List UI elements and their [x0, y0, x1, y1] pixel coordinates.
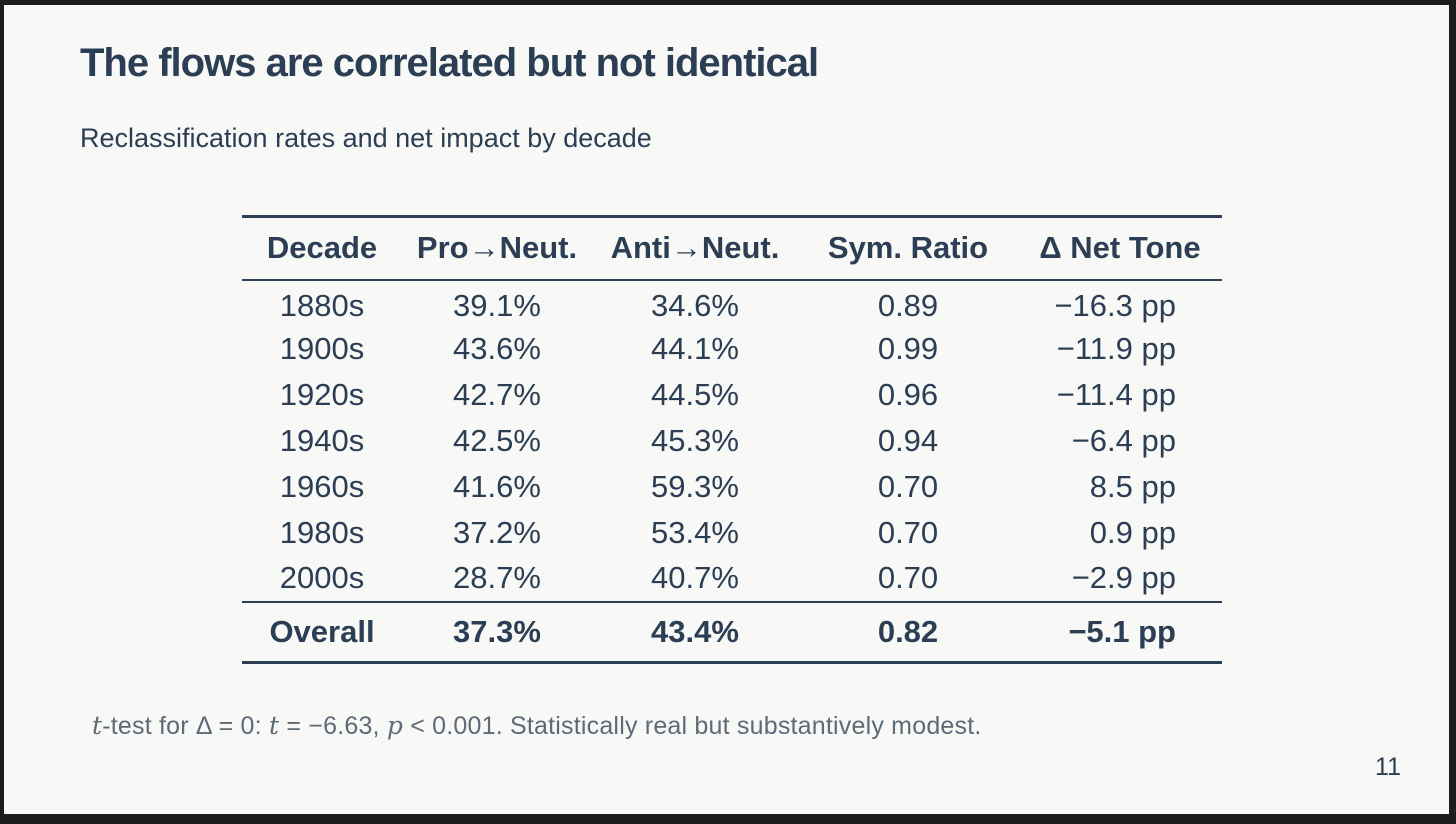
cell-sym-ratio: 0.94	[877, 422, 939, 458]
cell-decade: 2000s	[279, 560, 365, 595]
cell-net-tone: −2.9 pp	[1071, 560, 1176, 595]
cell-decade: 1880s	[279, 288, 365, 323]
cell-net-tone: −11.9 pp	[1056, 330, 1176, 366]
cell-overall-label: Overall	[269, 613, 375, 649]
cell-sym-ratio: 0.70	[877, 468, 939, 504]
cell-anti-neut: 53.4%	[651, 514, 739, 550]
slide-subtitle: Reclassification rates and net impact by…	[80, 123, 652, 153]
footnote-math-p: p	[386, 711, 404, 740]
cell-anti-neut: 44.5%	[651, 376, 739, 412]
footnote-text: -test for Δ = 0:	[102, 712, 269, 740]
page-number: 11	[1375, 753, 1401, 781]
cell-sym-ratio: 0.70	[877, 514, 939, 550]
cell-net-tone: 0.9 pp	[1089, 514, 1176, 550]
reclassification-table: Decade Pro→Neut. Anti→Neut. Sym. Ratio Δ…	[242, 215, 1222, 664]
table-row: 1880s 39.1% 34.6% 0.89 −16.3 pp	[242, 280, 1222, 326]
cell-decade: 1960s	[279, 468, 365, 504]
cell-sym-ratio: 0.89	[877, 288, 939, 323]
cell-anti-neut: 44.1%	[651, 330, 739, 366]
table-header-row: Decade Pro→Neut. Anti→Neut. Sym. Ratio Δ…	[242, 217, 1222, 280]
table-row: 2000s 28.7% 40.7% 0.70 −2.9 pp	[242, 556, 1222, 602]
footnote-text: < 0.001. Statistically real but substant…	[403, 712, 982, 740]
cell-anti-neut: 40.7%	[651, 560, 739, 595]
slide-title: The flows are correlated but not identic…	[80, 41, 819, 85]
cell-decade: 1940s	[279, 422, 365, 458]
table-overall-row: Overall 37.3% 43.4% 0.82 −5.1 pp	[242, 601, 1222, 663]
cell-sym-ratio: 0.99	[877, 330, 939, 366]
cell-overall-sym-ratio: 0.82	[877, 613, 939, 649]
cell-sym-ratio: 0.70	[877, 560, 939, 595]
cell-sym-ratio: 0.96	[877, 376, 939, 412]
cell-anti-neut: 34.6%	[651, 288, 739, 323]
cell-pro-neut: 37.2%	[453, 514, 541, 550]
cell-pro-neut: 42.7%	[453, 376, 541, 412]
cell-net-tone: −16.3 pp	[1054, 288, 1176, 323]
column-header-sym-ratio: Sym. Ratio	[827, 230, 989, 266]
cell-net-tone: 8.5 pp	[1089, 468, 1176, 504]
column-header-net-tone: Δ Net Tone	[1039, 230, 1201, 266]
slide: The flows are correlated but not identic…	[4, 5, 1449, 814]
cell-overall-net-tone: −5.1 pp	[1068, 613, 1176, 649]
cell-decade: 1980s	[279, 514, 365, 550]
cell-pro-neut: 39.1%	[453, 288, 541, 323]
cell-net-tone: −6.4 pp	[1071, 422, 1176, 458]
cell-pro-neut: 43.6%	[453, 330, 541, 366]
cell-net-tone: −11.4 pp	[1056, 376, 1176, 412]
cell-pro-neut: 42.5%	[453, 422, 541, 458]
cell-pro-neut: 28.7%	[453, 560, 541, 595]
footnote-math-t: t	[268, 711, 280, 740]
cell-decade: 1900s	[279, 330, 365, 366]
cell-overall-pro-neut: 37.3%	[453, 613, 541, 649]
column-header-decade: Decade	[266, 230, 378, 266]
cell-anti-neut: 45.3%	[651, 422, 739, 458]
cell-overall-anti-neut: 43.4%	[651, 613, 739, 649]
table-row: 1920s 42.7% 44.5% 0.96 −11.4 pp	[242, 372, 1222, 418]
column-header-pro-neut: Pro→Neut.	[416, 230, 578, 266]
table-row: 1940s 42.5% 45.3% 0.94 −6.4 pp	[242, 418, 1222, 464]
column-header-anti-neut: Anti→Neut.	[610, 230, 780, 266]
footnote: t-test for Δ = 0: t = −6.63, p < 0.001. …	[92, 711, 982, 741]
table-row: 1960s 41.6% 59.3% 0.70 8.5 pp	[242, 464, 1222, 510]
footnote-text: = −6.63,	[279, 712, 387, 740]
table-row: 1980s 37.2% 53.4% 0.70 0.9 pp	[242, 510, 1222, 556]
footnote-math-t: t	[92, 711, 103, 740]
cell-anti-neut: 59.3%	[651, 468, 739, 504]
cell-pro-neut: 41.6%	[453, 468, 541, 504]
table-row: 1900s 43.6% 44.1% 0.99 −11.9 pp	[242, 326, 1222, 372]
cell-decade: 1920s	[279, 376, 365, 412]
